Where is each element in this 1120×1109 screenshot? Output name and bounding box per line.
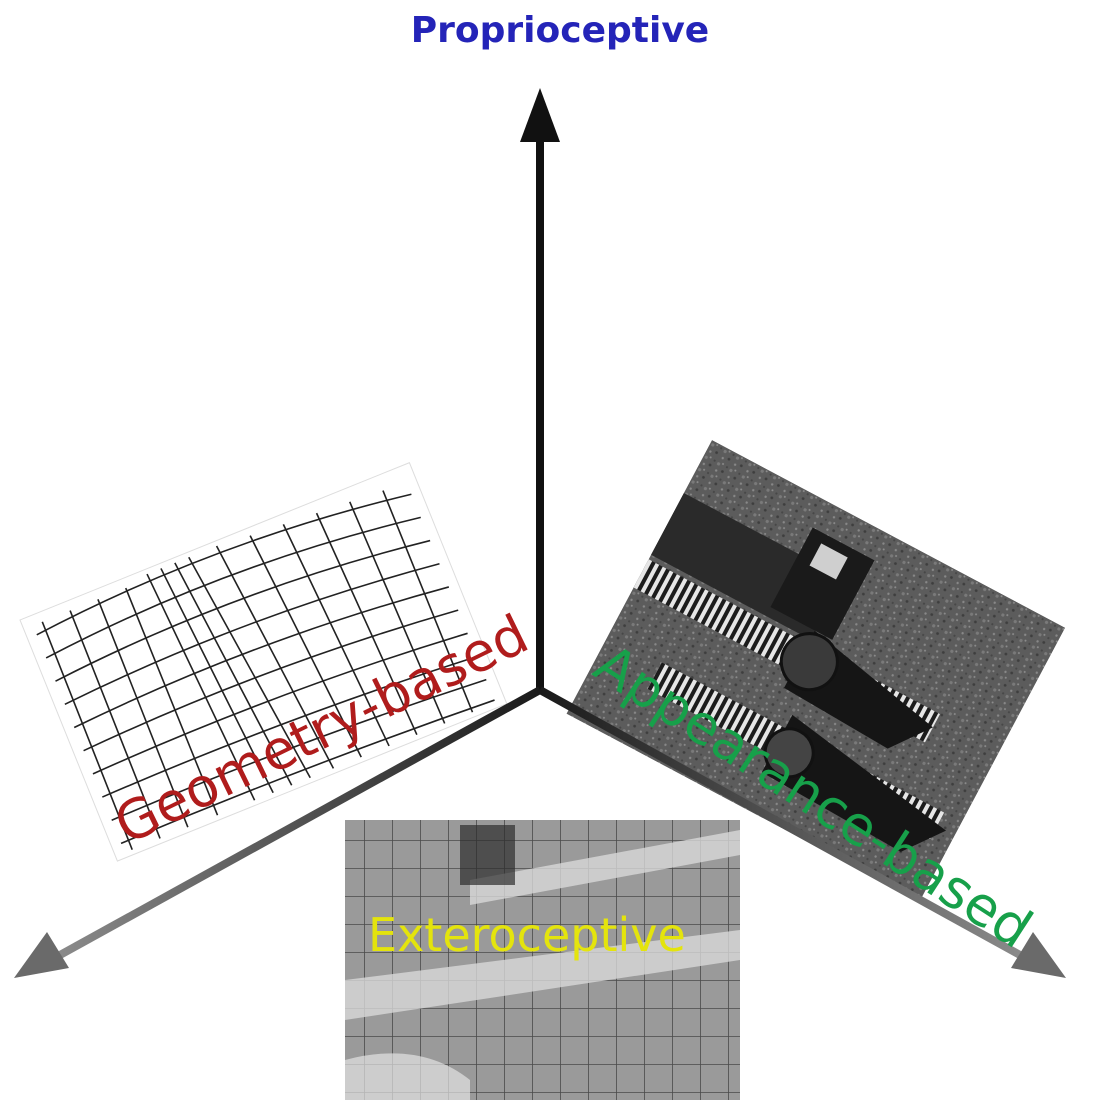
geometry-panel-background xyxy=(19,462,508,862)
exteroceptive-track-upper xyxy=(470,830,740,905)
left-arrowhead xyxy=(14,932,69,978)
exteroceptive-label: Exteroceptive xyxy=(368,908,686,962)
appearance-panel xyxy=(566,440,1066,902)
axes xyxy=(14,88,1066,978)
left-axis xyxy=(58,686,542,959)
geometry-panel xyxy=(19,462,508,862)
exteroceptive-track-lower xyxy=(345,930,740,1020)
exteroceptive-panel xyxy=(345,820,740,1100)
proprioceptive-axis-label: Proprioceptive xyxy=(410,10,710,51)
robot-mast xyxy=(770,527,875,640)
geometry-wireframe xyxy=(36,490,495,850)
right-arrowhead xyxy=(1011,932,1066,978)
right-axis xyxy=(538,686,1022,959)
vertical-arrowhead xyxy=(520,88,560,142)
